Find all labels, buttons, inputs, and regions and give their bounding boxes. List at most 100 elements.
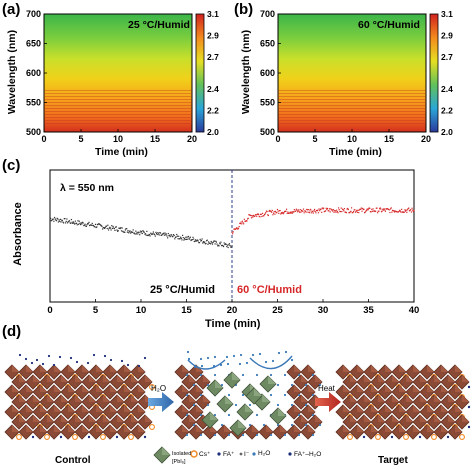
absorbance-point <box>89 224 91 227</box>
absorbance-point <box>59 218 61 220</box>
absorbance-point <box>349 211 351 213</box>
absorbance-point <box>386 208 388 210</box>
absorbance-point <box>253 215 255 217</box>
cs-ion-icon <box>190 450 198 458</box>
absorbance-point <box>112 225 114 228</box>
absorbance-point <box>287 211 289 213</box>
absorbance-point <box>321 211 323 213</box>
absorbance-point <box>312 212 314 214</box>
absorbance-point <box>384 209 386 211</box>
absorbance-point <box>241 223 243 225</box>
absorbance-point <box>302 208 305 210</box>
absorbance-point <box>332 209 334 211</box>
water-molecule <box>276 403 280 407</box>
absorbance-point <box>310 212 312 214</box>
absorbance-point <box>367 209 369 211</box>
absorbance-point <box>402 211 404 213</box>
water-molecule <box>199 393 203 397</box>
absorbance-point <box>143 231 145 233</box>
absorbance-point <box>287 212 290 214</box>
absorbance-point <box>213 240 215 242</box>
fa-ion <box>87 435 91 439</box>
absorbance-point <box>170 234 172 236</box>
absorbance-point <box>371 208 373 211</box>
absorbance-point <box>255 214 257 216</box>
absorbance-point <box>89 224 91 226</box>
absorbance-point <box>63 218 65 220</box>
absorbance-point <box>105 225 107 227</box>
absorbance-point <box>243 218 245 220</box>
water-molecule <box>192 403 196 407</box>
water-molecule <box>318 423 322 427</box>
absorbance-chart: 0 5 10 15 20 25 30 35 40 <box>47 169 419 316</box>
absorbance-point <box>209 243 212 245</box>
absorbance-point <box>202 241 204 243</box>
colorbar-tick-label: 3.1 <box>441 9 453 19</box>
absorbance-ylabel: Absorbance <box>11 202 24 266</box>
absorbance-point <box>144 233 147 235</box>
absorbance-point <box>134 233 136 235</box>
fa-ion <box>390 435 394 439</box>
absorbance-point <box>155 231 157 234</box>
absorbance-point <box>243 223 245 225</box>
absorbance-point <box>317 209 319 211</box>
absorbance-point <box>354 209 356 211</box>
absorbance-point <box>113 228 115 230</box>
absorbance-point <box>171 235 173 237</box>
absorbance-point <box>363 208 365 210</box>
heatmap-x-tick-label: 5 <box>78 134 83 144</box>
absorbance-point <box>321 207 323 209</box>
absorbance-point <box>286 208 288 210</box>
absorbance-point <box>378 208 381 210</box>
absorbance-point <box>232 231 234 233</box>
water-molecule <box>304 383 308 387</box>
absorbance-point <box>293 211 295 213</box>
absorbance-point <box>178 238 180 240</box>
absorbance-point <box>85 225 87 227</box>
absorbance-point <box>295 210 297 212</box>
water-molecule <box>226 362 230 366</box>
absorbance-point <box>218 245 220 247</box>
water-molecule <box>311 433 315 437</box>
absorbance-point <box>265 212 267 214</box>
absorbance-point <box>369 211 372 213</box>
heatmap-a-ylabel: Wavelength (nm) <box>6 29 19 115</box>
absorbance-point <box>131 231 134 233</box>
absorbance-point <box>67 221 69 223</box>
absorbance-point <box>196 239 198 242</box>
colorbar-tick-label: 3.1 <box>207 9 219 19</box>
absorbance-point <box>347 208 349 211</box>
absorbance-point <box>193 240 195 243</box>
absorbance-point <box>175 236 177 238</box>
absorbance-point <box>126 228 128 230</box>
absorbance-point <box>291 212 294 214</box>
absorbance-point <box>405 209 407 211</box>
absorbance-point <box>169 234 171 236</box>
water-molecule <box>304 423 308 427</box>
absorbance-point <box>52 218 54 220</box>
absorbance-point <box>183 237 186 239</box>
water-molecule <box>213 433 217 437</box>
heatmap-x-tick-label: 10 <box>347 134 357 144</box>
absorbance-point <box>98 223 100 225</box>
absorbance-point <box>183 239 185 241</box>
iodide-icon <box>239 452 243 456</box>
pbi6-octahedron <box>216 424 232 440</box>
water-molecule <box>199 373 203 377</box>
absorbance-point <box>309 210 311 212</box>
absorbance-point <box>232 233 234 235</box>
water-molecule <box>297 413 301 417</box>
absorbance-point <box>168 235 170 237</box>
absorbance-point <box>260 213 262 215</box>
absorbance-point <box>109 227 112 229</box>
absorbance-point <box>267 214 269 217</box>
absorbance-point <box>314 210 316 213</box>
absorbance-point <box>196 239 199 241</box>
absorbance-point <box>160 234 162 236</box>
absorbance-point <box>351 212 353 214</box>
absorbance-point <box>386 208 388 210</box>
water-molecule <box>248 403 252 407</box>
absorbance-point <box>219 243 221 245</box>
water-molecule <box>297 433 301 437</box>
absorbance-point <box>213 240 216 242</box>
